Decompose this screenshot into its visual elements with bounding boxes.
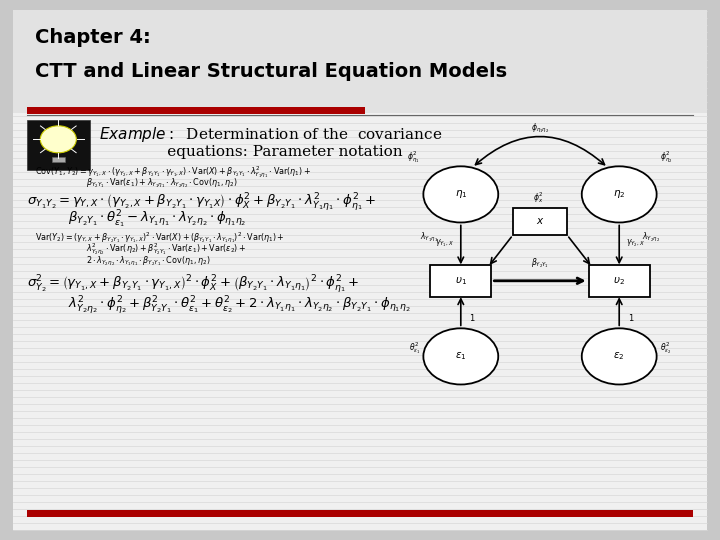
Circle shape xyxy=(423,328,498,384)
Bar xyxy=(431,265,492,297)
Text: $\phi^2_x$: $\phi^2_x$ xyxy=(534,190,544,205)
Circle shape xyxy=(40,126,76,153)
FancyArrowPatch shape xyxy=(475,137,605,165)
Text: $\beta_{Y_2Y_1}\cdot\theta^2_{\varepsilon_1}-\lambda_{Y_1\eta_1}\cdot\lambda_{Y_: $\beta_{Y_2Y_1}\cdot\theta^2_{\varepsilo… xyxy=(68,208,247,230)
Text: $\upsilon_2$: $\upsilon_2$ xyxy=(613,275,625,287)
Text: $\beta_{Y_2Y_1}\cdot\mathrm{Var}(\varepsilon_1)+\lambda_{Y_1\eta_1}\cdot\lambda_: $\beta_{Y_2Y_1}\cdot\mathrm{Var}(\vareps… xyxy=(86,177,238,190)
Text: $\sigma^2_{Y_2}=\left(\gamma_{Y_{1},X}+\beta_{Y_2Y_1}\cdot\gamma_{Y_1,X}\right)^: $\sigma^2_{Y_2}=\left(\gamma_{Y_{1},X}+\… xyxy=(27,273,360,295)
Text: $\phi_{\eta_1\eta_2}$: $\phi_{\eta_1\eta_2}$ xyxy=(531,122,549,135)
Text: equations: Parameter notation: equations: Parameter notation xyxy=(99,145,402,159)
Text: $\lambda_{Y_1\eta_1}$: $\lambda_{Y_1\eta_1}$ xyxy=(420,231,438,244)
Text: $\mathit{Example:}$  Determination of the  covariance: $\mathit{Example:}$ Determination of the… xyxy=(99,125,442,145)
Text: $\phi^2_{\eta_1}$: $\phi^2_{\eta_1}$ xyxy=(408,150,420,165)
Text: $\phi^2_{\eta_2}$: $\phi^2_{\eta_2}$ xyxy=(660,150,672,165)
Text: $\mathrm{Cov}(Y_1,Y_2)=\gamma_{Y_1,X}\cdot(\gamma_{Y_2,X}+\beta_{Y_2Y_1}\cdot\ga: $\mathrm{Cov}(Y_1,Y_2)=\gamma_{Y_1,X}\cd… xyxy=(35,164,311,179)
Text: $\lambda^2_{Y_2\eta_2}\cdot\mathrm{Var}(\eta_2)+\beta^2_{Y_2Y_1}\cdot\mathrm{Var: $\lambda^2_{Y_2\eta_2}\cdot\mathrm{Var}(… xyxy=(86,242,247,257)
Text: $x$: $x$ xyxy=(536,217,544,226)
Text: 1: 1 xyxy=(628,314,633,323)
Text: $\beta_{Y_2Y_1}$: $\beta_{Y_2Y_1}$ xyxy=(531,256,549,270)
Bar xyxy=(27,120,90,170)
Circle shape xyxy=(582,166,657,222)
Text: $\lambda_{Y_2\eta_2}$: $\lambda_{Y_2\eta_2}$ xyxy=(642,231,660,244)
Text: $\mathrm{Var}(Y_2)=(\gamma_{Y,X}+\beta_{Y_2Y_1}\cdot\gamma_{Y_1,X})^2\cdot\mathr: $\mathrm{Var}(Y_2)=(\gamma_{Y,X}+\beta_{… xyxy=(35,230,284,245)
Circle shape xyxy=(582,328,657,384)
Text: $\upsilon_1$: $\upsilon_1$ xyxy=(455,275,467,287)
Text: $\gamma_{Y_1,X}$: $\gamma_{Y_1,X}$ xyxy=(435,238,454,249)
Text: $\gamma_{Y_2,X}$: $\gamma_{Y_2,X}$ xyxy=(626,238,645,249)
Text: $\eta_2$: $\eta_2$ xyxy=(613,188,626,200)
Text: $\eta_1$: $\eta_1$ xyxy=(454,188,467,200)
Bar xyxy=(52,157,65,162)
Text: $\theta^2_{\varepsilon_1}$: $\theta^2_{\varepsilon_1}$ xyxy=(409,340,420,356)
Text: $\varepsilon_2$: $\varepsilon_2$ xyxy=(613,350,625,362)
Text: $\lambda^2_{Y_2\eta_2}\cdot\phi^2_{\eta_2}+\beta^2_{Y_2Y_1}\cdot\theta^2_{\varep: $\lambda^2_{Y_2\eta_2}\cdot\phi^2_{\eta_… xyxy=(68,294,411,315)
Bar xyxy=(513,208,567,235)
Bar xyxy=(13,10,707,113)
Bar xyxy=(589,265,649,297)
Text: 1: 1 xyxy=(469,314,474,323)
Text: $\varepsilon_1$: $\varepsilon_1$ xyxy=(455,350,467,362)
Bar xyxy=(27,107,365,114)
Text: CTT and Linear Structural Equation Models: CTT and Linear Structural Equation Model… xyxy=(35,62,507,81)
Text: $\theta^2_{\varepsilon_2}$: $\theta^2_{\varepsilon_2}$ xyxy=(660,340,671,356)
Bar xyxy=(27,510,693,517)
Text: $\sigma_{Y_1Y_2}=\gamma_{Y,X}\cdot\left(\gamma_{Y_2,X}+\beta_{Y_2Y_1}\cdot\gamma: $\sigma_{Y_1Y_2}=\gamma_{Y,X}\cdot\left(… xyxy=(27,191,377,213)
Text: Chapter 4:: Chapter 4: xyxy=(35,28,150,48)
Text: $2\cdot\lambda_{Y_2\eta_2}\cdot\lambda_{Y_1\eta_1}\cdot\beta_{Y_2Y_1}\cdot\mathr: $2\cdot\lambda_{Y_2\eta_2}\cdot\lambda_{… xyxy=(86,255,211,268)
Circle shape xyxy=(423,166,498,222)
